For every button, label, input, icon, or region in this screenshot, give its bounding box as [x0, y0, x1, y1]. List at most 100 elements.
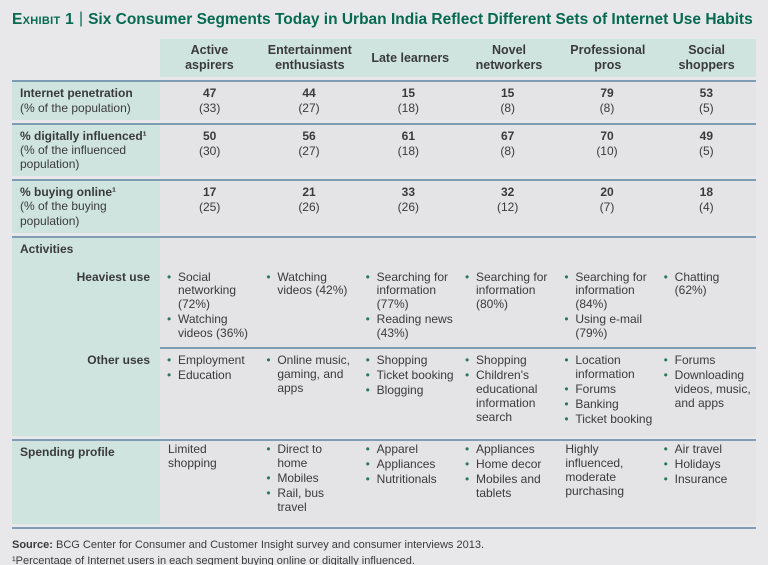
bullet-icon: • — [663, 457, 668, 472]
bullet-text: Children's educational information searc… — [476, 368, 538, 424]
bullet-icon: • — [266, 471, 271, 486]
bullet-text: Direct to home — [277, 442, 323, 471]
activity-cell: • Searching for information (80%) — [458, 268, 558, 346]
table-header-row: Active aspirers Entertainment enthusiast… — [12, 39, 756, 78]
spending-cell: • Direct to home • Mobiles • Rail, bus travel — [259, 441, 359, 525]
bullet-item: • Reading news (43%) — [365, 311, 454, 341]
row-label-main: Internet penetration — [20, 86, 133, 101]
bullet-text: Watching videos (36%) — [178, 311, 249, 340]
source-text: BCG Center for Consumer and Customer Ins… — [56, 539, 484, 552]
bullet-icon: • — [663, 442, 668, 457]
column-header-novel-networkers: Novel networkers — [459, 39, 559, 78]
row-label-sub: (% of the influenced population) — [20, 142, 127, 172]
bullet-item: • Rail, bus travel — [266, 485, 354, 515]
metric-value: 61 — [401, 128, 415, 143]
metric-share: (4) — [698, 200, 714, 215]
bullet-item: • Air travel — [664, 443, 752, 457]
bullet-text: Blogging — [376, 383, 424, 398]
metric-cell: 61 (18) — [358, 124, 458, 177]
bullet-item: • Mobiles — [266, 471, 354, 486]
bullet-text: Mobiles and tablets — [476, 472, 541, 500]
column-header-entertainment-enthusiasts: Entertainment enthusiasts — [258, 39, 361, 78]
bullet-icon: • — [266, 353, 271, 368]
metric-value: 32 — [500, 185, 515, 200]
bullet-text: Mobiles — [277, 471, 319, 486]
activity-cell: • Employment • Education — [160, 352, 260, 437]
metric-value: 50 — [202, 128, 217, 143]
spending-cell: Limited shopping — [160, 441, 260, 525]
bullet-item: • Searching for information (77%) — [365, 269, 454, 312]
table-row-spending-profile: Spending profile Limited shopping • Direc… — [12, 441, 756, 525]
bullet-icon: • — [266, 269, 271, 284]
bullet-item: • Online music, gaming, and apps — [266, 353, 354, 396]
row-label-sub: (% of the buying population) — [20, 199, 107, 228]
spending-cell: • Appliances • Home decor • Mobiles and table… — [458, 441, 558, 525]
metric-cell: 20 (7) — [557, 181, 657, 233]
bullet-text: Holidays — [674, 457, 721, 472]
row-label: Spending profile — [12, 441, 160, 525]
bullet-item: • Watching videos (36%) — [167, 311, 255, 341]
bullet-icon: • — [465, 353, 470, 368]
bullet-text: Location information — [575, 353, 635, 382]
bullet-icon: • — [564, 382, 569, 397]
metric-value: 33 — [401, 185, 415, 200]
footnote-line: ¹Percentage of Internet users in each se… — [12, 554, 415, 565]
metric-share: (8) — [599, 101, 615, 116]
bullet-text: Downloading videos, music, and apps — [674, 368, 751, 410]
bullet-text: Ticket booking — [575, 411, 653, 426]
bullet-icon: • — [365, 269, 370, 284]
bullet-text: Chatting (62%) — [674, 269, 720, 298]
row-label: Internet penetration (% of the populatio… — [12, 82, 160, 120]
column-header-professional-pros: Professional pros — [558, 39, 658, 78]
bullet-item: • Shopping — [465, 354, 553, 368]
exhibit-title: Exhibit 1 | Six Consumer Segments Today in… — [12, 10, 756, 30]
metric-cell: 18 (4) — [656, 181, 756, 233]
metric-value: 56 — [302, 128, 316, 143]
metric-cell: 15 (18) — [358, 82, 458, 120]
title-divider: | — [79, 10, 84, 27]
bullet-text: Air travel — [674, 442, 722, 457]
metric-share: (26) — [397, 200, 419, 215]
exhibit-number: Exhibit 1 — [12, 11, 75, 28]
bullet-text: Forums — [575, 382, 616, 397]
bullet-text: Home decor — [476, 457, 542, 472]
metric-share: (26) — [298, 200, 320, 215]
metric-cell: 21 (26) — [259, 181, 359, 233]
row-label-other-uses: Other uses — [12, 352, 160, 437]
bullet-icon: • — [465, 457, 470, 472]
bullet-text: Appliances — [476, 442, 535, 457]
bullet-text: Rail, bus travel — [277, 485, 325, 514]
bullet-item: • Appliances — [465, 443, 553, 457]
row-divider — [12, 439, 756, 442]
metric-value: 17 — [202, 185, 217, 200]
metric-cell: 15 (8) — [458, 82, 558, 120]
metric-share: (7) — [599, 200, 615, 215]
metric-value: 15 — [401, 86, 415, 101]
row-label-main: Spending profile — [20, 445, 115, 460]
bullet-item: • Searching for information (84%) — [564, 270, 652, 312]
bullet-icon: • — [167, 269, 172, 284]
bullet-icon: • — [663, 269, 668, 284]
bullet-icon: • — [365, 311, 370, 326]
bullet-icon: • — [465, 442, 470, 457]
bullet-text: Forums — [674, 353, 716, 368]
column-header-active-aspirers: Active aspirers — [160, 39, 259, 78]
bullet-item: • Mobiles and tablets — [465, 472, 553, 501]
bullet-text: Education — [178, 368, 232, 383]
activity-cell: • Searching for information (77%) • Reading… — [358, 268, 458, 346]
bullet-item: • Banking — [564, 396, 652, 412]
column-header-social-shoppers: Social shoppers — [657, 39, 756, 78]
column-header-late-learners: Late learners — [360, 39, 460, 78]
bullet-icon: • — [465, 368, 470, 383]
bullet-text: Shopping — [376, 353, 428, 368]
bullet-text: Banking — [575, 396, 619, 411]
source-label: Source: — [12, 539, 53, 552]
metric-value: 53 — [699, 86, 713, 101]
bullet-text: Reading news (43%) — [376, 311, 453, 340]
bullet-icon: • — [465, 269, 470, 284]
bullet-text: Searching for information (80%) — [476, 269, 548, 312]
bullet-icon: • — [564, 411, 569, 426]
bullet-icon: • — [564, 311, 569, 326]
bullet-item: • Ticket booking — [564, 411, 653, 427]
header-corner-cell — [12, 39, 160, 77]
